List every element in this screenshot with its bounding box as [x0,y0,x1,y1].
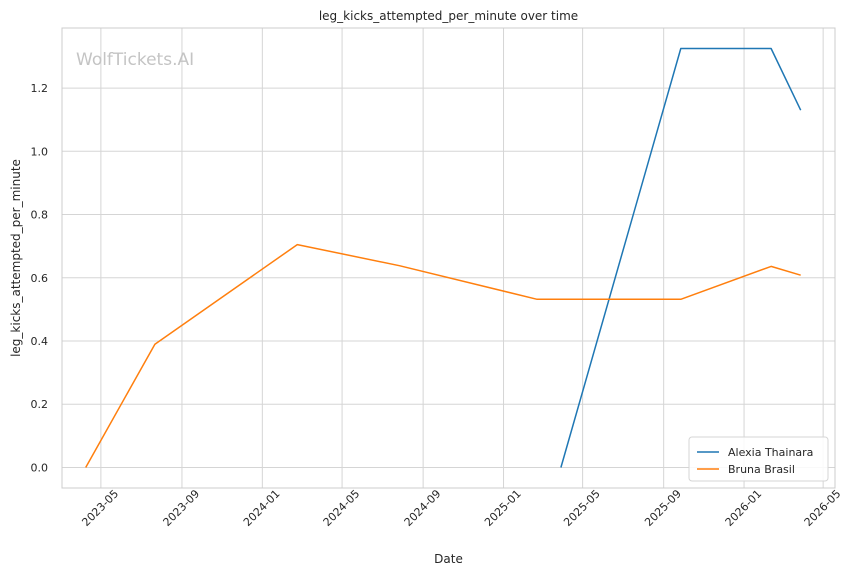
legend-label: Alexia Thainara [728,446,813,459]
plot-frame [61,27,836,489]
y-tick-label: 0.4 [31,335,49,348]
series-line-alexia-thainara [560,47,802,468]
x-axis-label: Date [434,552,463,566]
legend: Alexia Thainara Bruna Brasil [688,436,829,482]
y-tick-labels: 0.0 0.2 0.4 0.6 0.8 1.0 1.2 [31,82,49,474]
y-axis-label: leg_kicks_attempted_per_minute [9,159,23,357]
watermark: WolfTickets.AI [76,50,194,70]
legend-box [688,436,829,482]
series-layer [85,47,802,468]
y-tick-label: 0.8 [31,209,49,222]
y-tick-label: 1.2 [31,82,49,95]
chart-title: leg_kicks_attempted_per_minute over time [319,9,578,23]
legend-label: Bruna Brasil [728,463,795,476]
series-line-bruna-brasil [85,243,801,468]
y-tick-label: 0.6 [31,272,49,285]
y-tick-label: 0.0 [31,461,49,474]
y-tick-label: 1.0 [31,145,49,158]
y-tick-label: 0.2 [31,398,49,411]
